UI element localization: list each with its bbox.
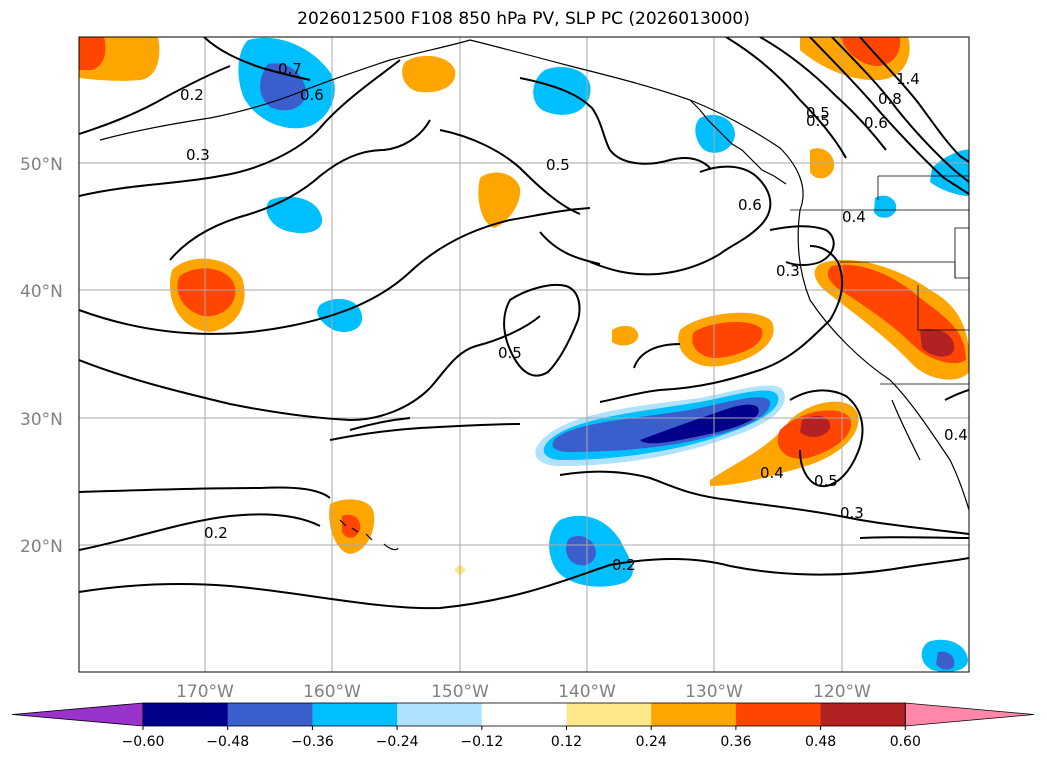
contour-label: 0.5	[546, 156, 570, 174]
negative-pv-area-west	[266, 196, 323, 234]
colorbar-arrow-high	[904, 702, 1035, 727]
contour-label: 1.4	[896, 70, 920, 88]
lon-label: 130°W	[685, 682, 743, 702]
positive-pv-area-east-central	[678, 312, 774, 367]
colorbar-swatch	[397, 703, 483, 726]
colorbar-swatch	[481, 703, 567, 726]
contour-label: 0.6	[300, 86, 324, 104]
colorbar-tick-label: 0.12	[551, 734, 582, 750]
contour-label: 0.3	[776, 262, 800, 280]
lat-label: 30°N	[20, 410, 63, 430]
lat-label: 40°N	[20, 282, 63, 302]
colorbar-tick-label: −0.48	[206, 734, 249, 750]
contour-label: 0.2	[612, 556, 636, 574]
contour-label: 0.4	[760, 464, 784, 482]
colorbar: −0.60 −0.48 −0.36 −0.24 −0.12 0.12 0.24 0.36 0.4…	[11, 702, 1035, 750]
colorbar-tick-label: −0.36	[291, 734, 334, 750]
positive-pv-area-northeast	[800, 37, 910, 81]
lon-label: 160°W	[303, 682, 361, 702]
latitude-labels: 50°N 40°N 30°N 20°N	[20, 155, 63, 557]
colorbar-tick-label: 0.60	[890, 734, 921, 750]
lat-label: 50°N	[20, 155, 63, 175]
positive-pv-area-west	[169, 258, 245, 332]
negative-pv-area-north-central	[533, 67, 591, 115]
coastlines	[99, 39, 969, 551]
lon-label: 150°W	[431, 682, 489, 702]
colorbar-swatch	[227, 703, 313, 726]
lon-label: 170°W	[176, 682, 234, 702]
political-boundaries	[790, 175, 969, 385]
colorbar-tick-label: −0.12	[460, 734, 503, 750]
lon-label: 140°W	[558, 682, 616, 702]
colorbar-swatch	[651, 703, 737, 726]
map-title: 2026012500 F108 850 hPa PV, SLP PC (2026…	[297, 9, 750, 29]
positive-pv-area-gulf-alaska	[402, 55, 456, 93]
contour-labels: 0.2 0.3 0.7 0.6 0.5 0.6 0.4 0.3 0.5 0.5 …	[180, 60, 968, 574]
colorbar-tick-label: −0.24	[376, 734, 419, 750]
colorbar-outline	[142, 702, 906, 727]
colorbar-swatch	[820, 703, 906, 726]
negative-pv-area-subtropical-band	[535, 385, 785, 466]
colorbar-swatch	[312, 703, 398, 726]
contour-label: 0.5	[806, 112, 830, 130]
contour-label: 0.3	[840, 504, 864, 522]
colorbar-swatch	[143, 703, 229, 726]
positive-pv-area-northwest-corner	[79, 37, 160, 81]
colorbar-swatch	[566, 703, 652, 726]
positive-pv-area-baja	[710, 401, 859, 486]
positive-pv-area-central	[612, 325, 639, 346]
lat-label: 20°N	[20, 537, 63, 557]
lon-label: 120°W	[813, 682, 871, 702]
negative-pv-area-south	[549, 515, 633, 587]
positive-pv-area-hawaii	[329, 499, 375, 554]
negative-pv-area-bc-coast	[695, 114, 735, 153]
slp-contours	[79, 37, 969, 610]
negative-pv-area-canada	[930, 149, 969, 196]
colorbar-tick-label: 0.48	[805, 734, 836, 750]
colorbar-tick-label: 0.24	[636, 734, 667, 750]
contour-label: 0.2	[204, 524, 228, 542]
contour-label: 0.6	[864, 114, 888, 132]
contour-label: 0.8	[878, 90, 902, 108]
negative-pv-area-central	[317, 298, 363, 332]
contour-label: 0.7	[278, 60, 302, 78]
contour-label: 0.5	[498, 344, 522, 362]
colorbar-tick-label: 0.36	[720, 734, 751, 750]
longitude-labels: 170°W 160°W 150°W 140°W 130°W 120°W	[176, 682, 871, 702]
negative-pv-area-oregon	[874, 195, 897, 218]
map-frame	[78, 36, 970, 673]
contour-label: 0.4	[842, 208, 866, 226]
negative-pv-area-southeast-corner	[921, 639, 968, 672]
colorbar-arrow-low	[11, 702, 144, 727]
contour-label: 0.5	[814, 472, 838, 490]
colorbar-swatch	[735, 703, 822, 726]
colorbar-tick-label: −0.60	[122, 734, 165, 750]
contour-label: 0.2	[180, 86, 204, 104]
contour-label: 0.3	[186, 146, 210, 164]
pv-shading-layer	[79, 37, 969, 672]
map-plot-area	[79, 37, 969, 672]
positive-pv-area-north-central	[478, 172, 521, 228]
negative-pv-area-gulf-alaska	[238, 37, 335, 129]
contour-label: 0.5	[806, 104, 830, 122]
contour-label: 0.4	[944, 426, 968, 444]
contour-label: 0.6	[738, 196, 762, 214]
